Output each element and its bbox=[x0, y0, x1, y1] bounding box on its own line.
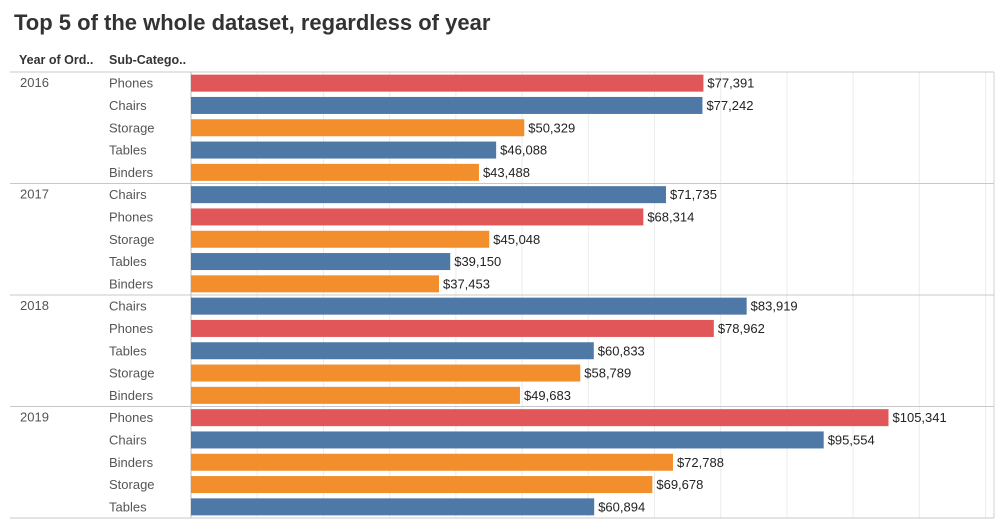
value-label: $83,919 bbox=[751, 299, 798, 314]
value-label: $72,788 bbox=[677, 455, 724, 470]
value-label: $60,894 bbox=[598, 499, 645, 514]
category-label-tables: Tables bbox=[109, 143, 147, 158]
category-label-chairs: Chairs bbox=[109, 299, 147, 314]
category-label-chairs: Chairs bbox=[109, 98, 147, 113]
category-label-storage: Storage bbox=[109, 366, 155, 381]
bar-2018-storage[interactable] bbox=[191, 364, 581, 382]
category-label-binders: Binders bbox=[109, 276, 154, 291]
bar-2017-binders[interactable] bbox=[191, 275, 439, 293]
category-label-phones: Phones bbox=[109, 209, 154, 224]
value-label: $49,683 bbox=[524, 388, 571, 403]
value-label: $69,678 bbox=[656, 477, 703, 492]
bar-2016-chairs[interactable] bbox=[191, 96, 703, 114]
value-label: $50,329 bbox=[528, 120, 575, 135]
value-label: $77,242 bbox=[706, 98, 753, 113]
year-label-2018: 2018 bbox=[20, 298, 49, 313]
bar-2019-phones[interactable] bbox=[191, 409, 889, 427]
category-label-storage: Storage bbox=[109, 120, 155, 135]
value-label: $58,789 bbox=[584, 366, 631, 381]
year-column-header[interactable]: Year of Ord.. bbox=[19, 53, 94, 67]
year-label-2016: 2016 bbox=[20, 75, 49, 90]
bar-2018-phones[interactable] bbox=[191, 319, 714, 337]
bar-2016-tables[interactable] bbox=[191, 141, 497, 159]
bar-2016-storage[interactable] bbox=[191, 119, 525, 137]
value-label: $37,453 bbox=[443, 276, 490, 291]
bar-2018-chairs[interactable] bbox=[191, 297, 747, 315]
bar-2019-tables[interactable] bbox=[191, 498, 595, 516]
category-label-binders: Binders bbox=[109, 165, 154, 180]
bar-2019-chairs[interactable] bbox=[191, 431, 824, 449]
category-label-storage: Storage bbox=[109, 232, 155, 247]
category-label-tables: Tables bbox=[109, 343, 147, 358]
value-label: $71,735 bbox=[670, 187, 717, 202]
subcategory-column-header[interactable]: Sub-Catego.. bbox=[109, 53, 187, 67]
value-label: $77,391 bbox=[707, 76, 754, 91]
category-label-binders: Binders bbox=[109, 388, 154, 403]
category-label-phones: Phones bbox=[109, 76, 154, 91]
value-label: $68,314 bbox=[647, 209, 694, 224]
value-label: $45,048 bbox=[493, 232, 540, 247]
category-label-phones: Phones bbox=[109, 321, 154, 336]
bar-2018-binders[interactable] bbox=[191, 386, 520, 404]
category-label-binders: Binders bbox=[109, 455, 154, 470]
category-label-phones: Phones bbox=[109, 410, 154, 425]
category-label-storage: Storage bbox=[109, 477, 155, 492]
chart-title: Top 5 of the whole dataset, regardless o… bbox=[14, 10, 491, 35]
bar-2019-binders[interactable] bbox=[191, 453, 673, 471]
value-label: $39,150 bbox=[454, 254, 501, 269]
year-label-2017: 2017 bbox=[20, 187, 49, 202]
bar-2016-phones[interactable] bbox=[191, 74, 704, 92]
year-label-2019: 2019 bbox=[20, 410, 49, 425]
bar-2018-tables[interactable] bbox=[191, 342, 594, 360]
bar-2017-phones[interactable] bbox=[191, 208, 644, 226]
category-label-chairs: Chairs bbox=[109, 432, 147, 447]
category-label-chairs: Chairs bbox=[109, 187, 147, 202]
bar-2019-storage[interactable] bbox=[191, 476, 653, 494]
value-label: $60,833 bbox=[598, 343, 645, 358]
bar-2017-tables[interactable] bbox=[191, 253, 451, 271]
category-label-tables: Tables bbox=[109, 499, 147, 514]
value-label: $46,088 bbox=[500, 143, 547, 158]
category-label-tables: Tables bbox=[109, 254, 147, 269]
value-label: $105,341 bbox=[893, 410, 947, 425]
bar-2017-storage[interactable] bbox=[191, 230, 490, 248]
bar-2017-chairs[interactable] bbox=[191, 186, 666, 204]
value-label: $95,554 bbox=[828, 432, 875, 447]
value-label: $43,488 bbox=[483, 165, 530, 180]
value-label: $78,962 bbox=[718, 321, 765, 336]
bar-2016-binders[interactable] bbox=[191, 163, 479, 181]
